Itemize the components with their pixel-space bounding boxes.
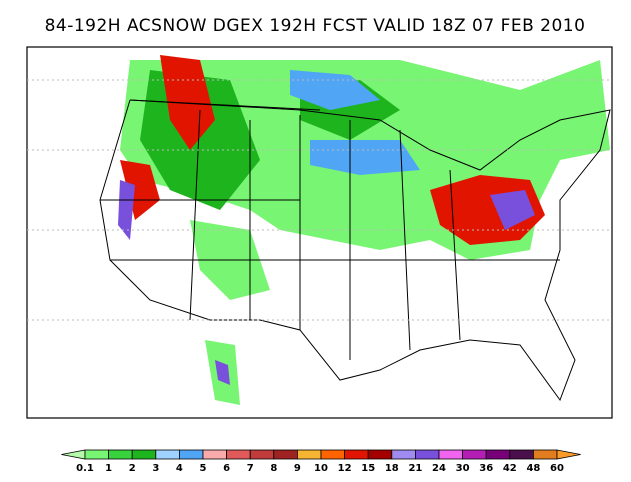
- colorbar-box: [391, 449, 416, 460]
- colorbar-label: 3: [152, 463, 159, 474]
- colorbar-box: [344, 449, 369, 460]
- colorbar-box: [414, 449, 440, 460]
- colorbar-box: [178, 449, 204, 460]
- colorbar-label: 30: [456, 463, 470, 474]
- colorbar-label: 0.1: [76, 463, 94, 474]
- colorbar-box: [462, 449, 487, 460]
- colorbar-label: 48: [526, 463, 540, 474]
- colorbar-box: [296, 449, 322, 460]
- colorbar-box: [249, 449, 275, 460]
- colorbar-box: [155, 449, 180, 460]
- colorbar-box: [131, 449, 157, 460]
- colorbar-label: 24: [432, 463, 446, 474]
- colorbar-box: [509, 449, 534, 460]
- title: 84-192H ACSNOW DGEX 192H FCST VALID 18Z …: [45, 16, 586, 36]
- colorbar-label: 42: [503, 463, 517, 474]
- colorbar-arrow: [556, 449, 581, 460]
- map: [26, 46, 613, 419]
- colorbar-box: [367, 449, 393, 460]
- colorbar-label: 2: [129, 463, 136, 474]
- snow-extreme: [118, 180, 535, 385]
- colorbar-label: 1: [105, 463, 112, 474]
- colorbar-label: 15: [361, 463, 375, 474]
- boundaries: [27, 79, 612, 402]
- colorbar-box: [438, 449, 464, 460]
- colorbar-label: 21: [408, 463, 422, 474]
- colorbar-box: [226, 449, 251, 460]
- colorbar-label: 60: [550, 463, 564, 474]
- colorbar-label: 9: [294, 463, 301, 474]
- colorbar-label: 4: [176, 463, 183, 474]
- colorbar-box: [84, 449, 110, 460]
- colorbar-box: [273, 449, 298, 460]
- colorbar-box: [202, 449, 228, 460]
- colorbar-label: 6: [223, 463, 230, 474]
- colorbar-arrow: [61, 449, 86, 460]
- colorbar-label: 5: [200, 463, 207, 474]
- colorbar-box: [320, 449, 346, 460]
- colorbar-label: 36: [479, 463, 493, 474]
- colorbar-label: 7: [247, 463, 254, 474]
- colorbar-box: [533, 449, 558, 460]
- colorbar-box: [485, 449, 511, 460]
- colorbar-box: [108, 449, 133, 460]
- colorbar-label: 10: [314, 463, 328, 474]
- colorbar-label: 12: [338, 463, 352, 474]
- colorbar: 0.1 1 2 3 4 5 6 7 8 9 10 12 15 18 21 24 30 36 42 48 60: [61, 449, 581, 474]
- colorbar-label: 18: [385, 463, 399, 474]
- colorbar-label: 8: [270, 463, 277, 474]
